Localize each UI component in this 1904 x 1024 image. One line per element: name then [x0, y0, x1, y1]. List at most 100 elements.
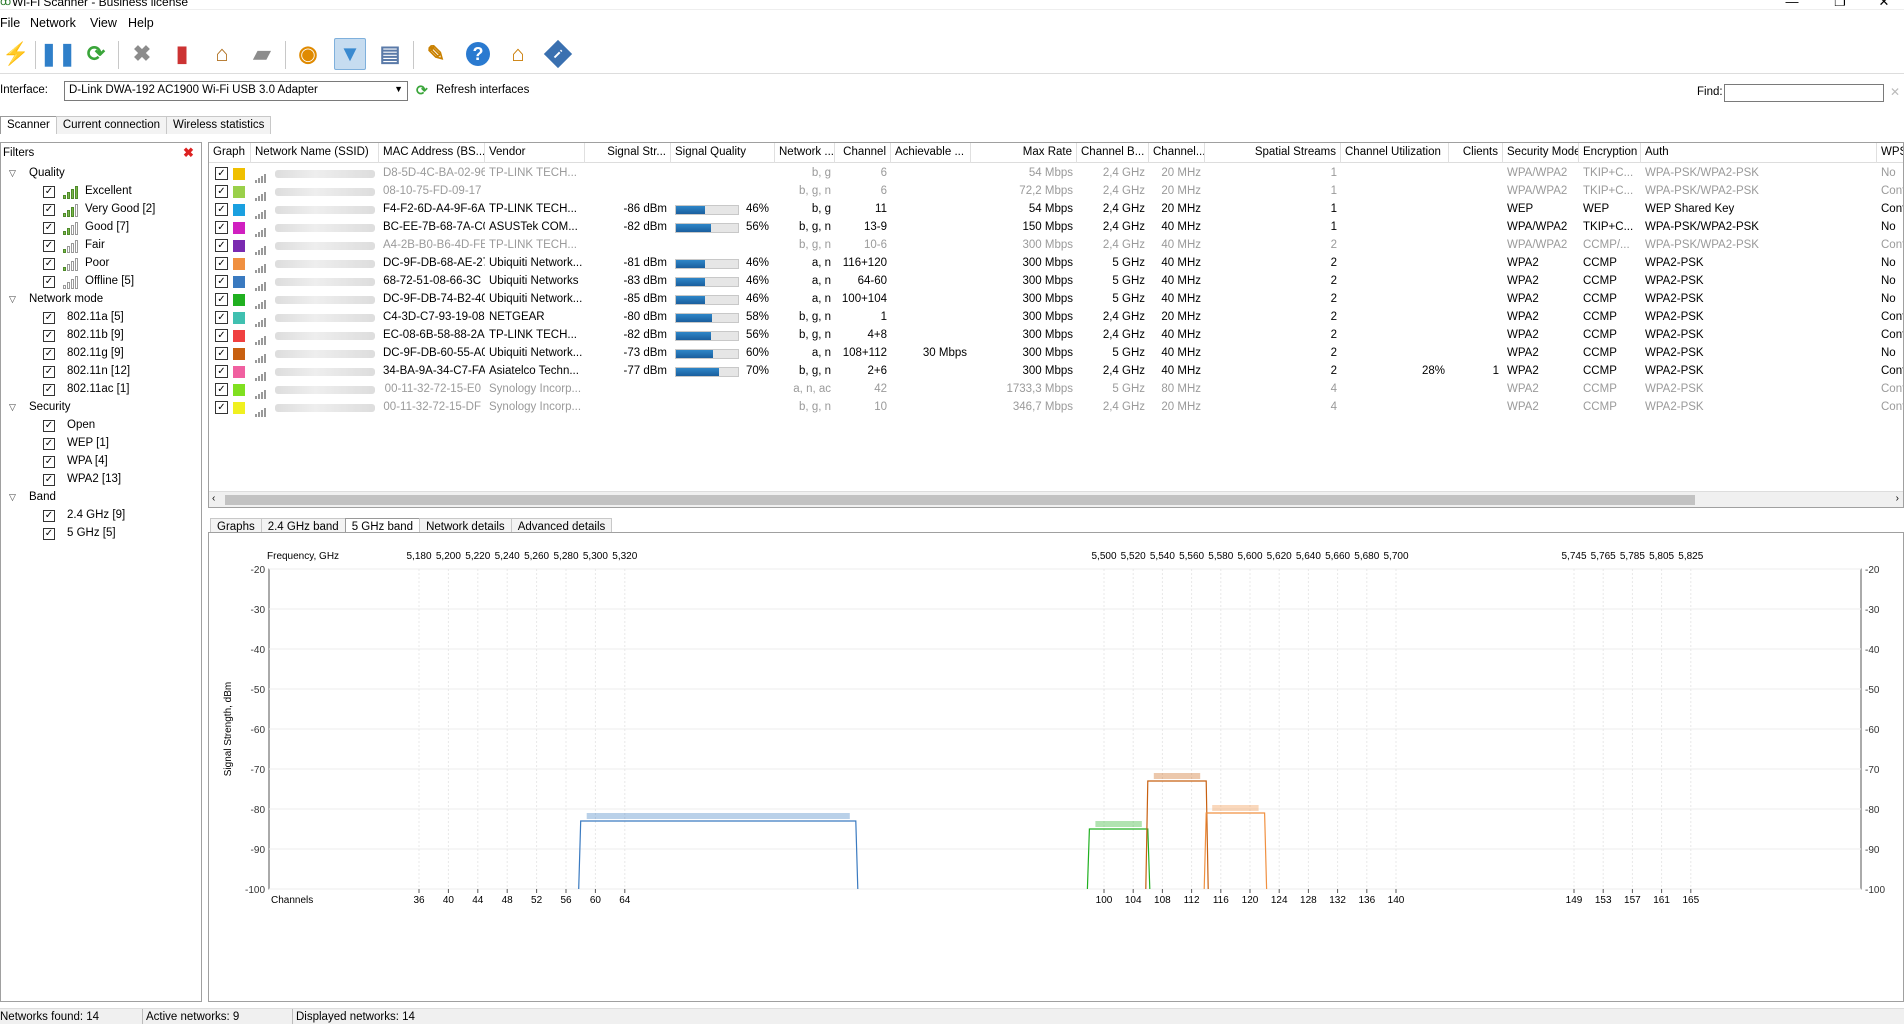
- collapse-icon[interactable]: ▽: [9, 168, 16, 178]
- table-row[interactable]: ✓ 08-10-75-FD-09-17 b, g, n 6 72,2 Mbps 2,4 G…: [209, 183, 1903, 201]
- filter-checkbox[interactable]: ✓: [43, 384, 55, 396]
- column-header[interactable]: Channel: [835, 143, 891, 163]
- column-header[interactable]: Max Rate: [971, 143, 1077, 163]
- column-header[interactable]: Signal Quality: [671, 143, 775, 163]
- filter-item[interactable]: ✓ Very Good [2]: [1, 201, 201, 219]
- filter-checkbox[interactable]: ✓: [43, 420, 55, 432]
- filter-item[interactable]: ✓ Poor: [1, 255, 201, 273]
- table-row[interactable]: ✓ DC-9F-DB-74-B2-40 Ubiquiti Network... -85…: [209, 291, 1903, 309]
- column-header[interactable]: Channel Utilization: [1341, 143, 1449, 163]
- filter-checkbox[interactable]: ✓: [43, 456, 55, 468]
- row-checkbox[interactable]: ✓: [215, 311, 228, 324]
- row-checkbox[interactable]: ✓: [215, 221, 228, 234]
- scroll-left-icon[interactable]: ‹: [212, 493, 216, 504]
- filter-item[interactable]: ✓ Fair: [1, 237, 201, 255]
- row-checkbox[interactable]: ✓: [215, 365, 228, 378]
- column-header[interactable]: WPS s: [1877, 143, 1903, 163]
- tab-advanced-details[interactable]: Advanced details: [510, 518, 613, 536]
- filter-item[interactable]: ✓ 2.4 GHz [9]: [1, 507, 201, 525]
- filter-checkbox[interactable]: ✓: [43, 528, 55, 540]
- start-scan-button[interactable]: ⚡: [0, 38, 32, 70]
- filter-item[interactable]: ✓ WEP [1]: [1, 435, 201, 453]
- column-header[interactable]: MAC Address (BS...: [379, 143, 485, 163]
- column-header[interactable]: Clients: [1449, 143, 1503, 163]
- column-header[interactable]: Channel...: [1149, 143, 1205, 163]
- column-header[interactable]: Auth: [1641, 143, 1877, 163]
- filter-checkbox[interactable]: ✓: [43, 330, 55, 342]
- table-row[interactable]: ✓ 34-BA-9A-34-C7-FA Asiatelco Techn... -77 …: [209, 363, 1903, 381]
- column-header[interactable]: Security Mode: [1503, 143, 1579, 163]
- table-row[interactable]: ✓ BC-EE-7B-68-7A-C0 ASUSTek COM... -82 dBm b…: [209, 219, 1903, 237]
- find-input[interactable]: [1724, 84, 1884, 102]
- restore-button[interactable]: ❐: [1834, 0, 1846, 9]
- scrollbar-thumb[interactable]: [225, 495, 1695, 505]
- close-window-button[interactable]: ✕: [1878, 0, 1890, 9]
- filter-item[interactable]: ✓ Good [7]: [1, 219, 201, 237]
- scroll-right-icon[interactable]: ›: [1895, 493, 1899, 504]
- tab-wireless-statistics[interactable]: Wireless statistics: [166, 116, 272, 134]
- table-row[interactable]: ✓ DC-9F-DB-68-AE-27 Ubiquiti Network... -81…: [209, 255, 1903, 273]
- broom-button[interactable]: ⌂: [206, 38, 238, 70]
- tab-scanner[interactable]: Scanner: [0, 116, 57, 134]
- table-row[interactable]: ✓ EC-08-6B-58-88-2A TP-LINK TECH... -82 dBm…: [209, 327, 1903, 345]
- tab-5ghz-band[interactable]: 5 GHz band: [344, 518, 421, 536]
- row-checkbox[interactable]: ✓: [215, 347, 228, 360]
- table-row[interactable]: ✓ D8-5D-4C-BA-02-96 TP-LINK TECH... b, g 6 54…: [209, 165, 1903, 183]
- table-row[interactable]: ✓ 68-72-51-08-66-3C Ubiquiti Networks -83 d…: [209, 273, 1903, 291]
- table-row[interactable]: ✓ A4-2B-B0-B6-4D-FE TP-LINK TECH... b, g, n…: [209, 237, 1903, 255]
- collapse-icon[interactable]: ▽: [9, 492, 16, 502]
- filter-item[interactable]: ✓ 802.11ac [1]: [1, 381, 201, 399]
- column-header[interactable]: Network ...: [775, 143, 835, 163]
- filter-checkbox[interactable]: ✓: [43, 438, 55, 450]
- column-header[interactable]: Spatial Streams: [1205, 143, 1341, 163]
- column-header[interactable]: Channel B...: [1077, 143, 1149, 163]
- filter-item[interactable]: ✓ 802.11g [9]: [1, 345, 201, 363]
- column-header[interactable]: Network Name (SSID): [251, 143, 379, 163]
- row-checkbox[interactable]: ✓: [215, 293, 228, 306]
- filter-item[interactable]: ✓ 5 GHz [5]: [1, 525, 201, 543]
- filter-item[interactable]: ✓ 802.11n [12]: [1, 363, 201, 381]
- row-checkbox[interactable]: ✓: [215, 167, 228, 180]
- interface-select[interactable]: D-Link DWA-192 AC1900 Wi-Fi USB 3.0 Adap…: [64, 81, 408, 101]
- table-row[interactable]: ✓ 00-11-32-72-15-E0 Synology Incorp... a, n…: [209, 381, 1903, 399]
- table-row[interactable]: ✓ F4-F2-6D-A4-9F-6A TP-LINK TECH... -86 dBm…: [209, 201, 1903, 219]
- wrench-button[interactable]: ✎: [420, 38, 452, 70]
- filter-item[interactable]: ✓ Offline [5]: [1, 273, 201, 291]
- filter-item[interactable]: ✓ Open: [1, 417, 201, 435]
- filter-item[interactable]: ✓ WPA [4]: [1, 453, 201, 471]
- filter-checkbox[interactable]: ✓: [43, 348, 55, 360]
- tab-24ghz-band[interactable]: 2.4 GHz band: [260, 518, 346, 536]
- row-checkbox[interactable]: ✓: [215, 203, 228, 216]
- column-header[interactable]: Signal Str...: [585, 143, 671, 163]
- table-row[interactable]: ✓ DC-9F-DB-60-55-A0 Ubiquiti Network... -73…: [209, 345, 1903, 363]
- clear-filters-icon[interactable]: ✖: [183, 145, 194, 160]
- filter-checkbox[interactable]: ✓: [43, 366, 55, 378]
- tab-current-connection[interactable]: Current connection: [55, 116, 168, 134]
- notepad-button[interactable]: ▤: [374, 38, 406, 70]
- menu-view[interactable]: View: [90, 16, 117, 30]
- row-checkbox[interactable]: ✓: [215, 257, 228, 270]
- row-checkbox[interactable]: ✓: [215, 275, 228, 288]
- pause-button[interactable]: ❚❚: [40, 38, 77, 70]
- delete-button[interactable]: ✖: [126, 38, 158, 70]
- filter-checkbox[interactable]: ✓: [43, 510, 55, 522]
- help-button[interactable]: ?: [462, 38, 494, 70]
- tab-network-details[interactable]: Network details: [419, 518, 512, 536]
- collapse-icon[interactable]: ▽: [9, 402, 16, 412]
- tab-graphs[interactable]: Graphs: [210, 518, 262, 536]
- filter-item[interactable]: ✓ 802.11b [9]: [1, 327, 201, 345]
- folder-button[interactable]: ▰: [246, 38, 278, 70]
- filter-checkbox[interactable]: ✓: [43, 186, 55, 198]
- refresh-interfaces-link[interactable]: Refresh interfaces: [436, 84, 530, 96]
- minimize-button[interactable]: —: [1785, 0, 1799, 9]
- filter-item[interactable]: ✓ WPA2 [13]: [1, 471, 201, 489]
- filter-checkbox[interactable]: ✓: [43, 258, 55, 270]
- table-row[interactable]: ✓ C4-3D-C7-93-19-08 NETGEAR -80 dBm b, g, n 1…: [209, 309, 1903, 327]
- filter-group-security[interactable]: ▽ Security: [1, 399, 201, 417]
- clear-find-icon[interactable]: ✕: [1890, 85, 1901, 99]
- clear-inactive-button[interactable]: ▮: [166, 38, 198, 70]
- horizontal-scrollbar[interactable]: ‹ ›: [209, 491, 1903, 507]
- filter-checkbox[interactable]: ✓: [43, 240, 55, 252]
- filter-group-band[interactable]: ▽ Band: [1, 489, 201, 507]
- row-checkbox[interactable]: ✓: [215, 401, 228, 414]
